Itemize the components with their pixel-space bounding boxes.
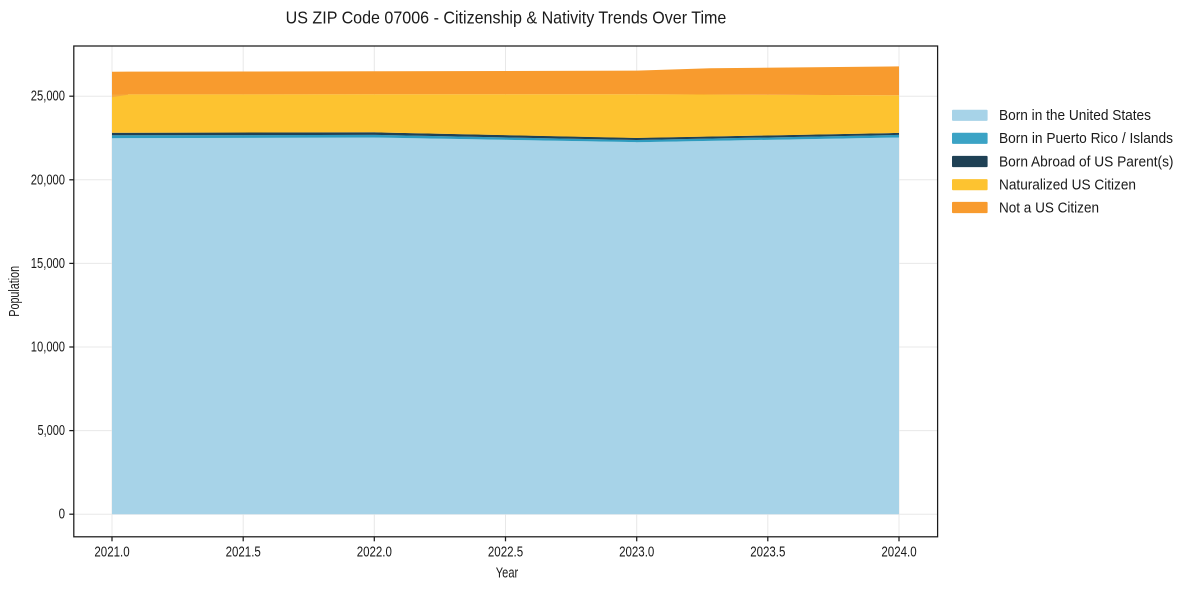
svg-text:5,000: 5,000 [38,422,66,439]
svg-text:10,000: 10,000 [31,339,65,356]
svg-text:15,000: 15,000 [31,255,65,272]
svg-text:Born Abroad of US Parent(s): Born Abroad of US Parent(s) [999,154,1174,170]
svg-text:2023.0: 2023.0 [619,544,654,561]
svg-text:Born in Puerto Rico / Islands: Born in Puerto Rico / Islands [999,131,1173,147]
svg-text:25,000: 25,000 [31,88,65,105]
svg-text:Born in the United States: Born in the United States [999,108,1151,124]
svg-text:Population: Population [6,266,23,317]
svg-text:2023.5: 2023.5 [750,544,785,561]
svg-text:2022.0: 2022.0 [357,544,392,561]
svg-text:Naturalized US Citizen: Naturalized US Citizen [999,178,1136,194]
svg-text:2021.5: 2021.5 [226,544,261,561]
svg-text:US ZIP Code 07006 - Citizenshi: US ZIP Code 07006 - Citizenship & Nativi… [286,7,727,27]
svg-text:Not a US Citizen: Not a US Citizen [999,200,1099,216]
svg-text:2021.0: 2021.0 [94,544,129,561]
svg-text:2022.5: 2022.5 [488,544,523,561]
svg-text:2024.0: 2024.0 [881,544,916,561]
svg-text:Year: Year [496,564,518,581]
svg-text:20,000: 20,000 [31,171,65,188]
svg-text:0: 0 [59,506,65,523]
